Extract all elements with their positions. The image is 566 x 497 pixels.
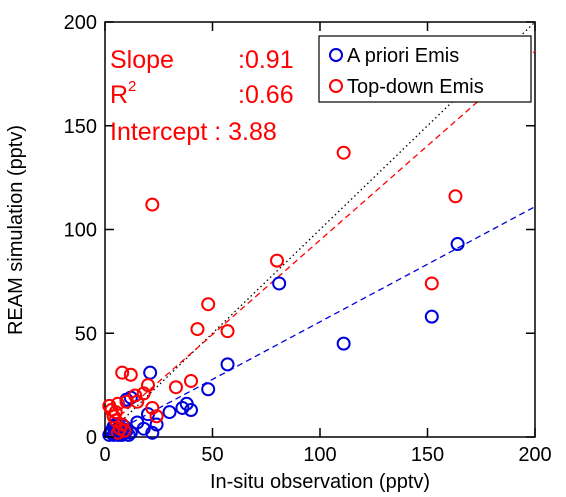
data-point-series-1 [128,388,143,403]
data-point-series-1 [220,324,235,339]
fit-line-series-0 [104,206,536,438]
data-point-series-1 [145,197,160,212]
data-point-series-0 [149,417,164,432]
legend-box [318,35,532,103]
data-point-series-1 [115,417,130,432]
data-point-series-1 [115,365,130,380]
slope-value: :0.91 [238,46,294,74]
legend-marker-top-down [329,79,343,93]
fit-lines [104,21,536,438]
x-axis-label: In-situ observation (pptv) [210,471,430,493]
x-tick-label: 200 [518,444,551,466]
data-point-series-1 [201,297,216,312]
x-tick-label: 0 [99,444,110,466]
data-point-series-1 [110,396,125,411]
data-point-series-0 [145,425,160,440]
data-point-series-1 [108,405,123,420]
y-tick-label: 0 [86,427,97,449]
slope-label: Slope [110,46,174,74]
data-point-series-0 [136,421,151,436]
data-point-series-1 [136,386,151,401]
axis-ticks: 0 50 100 150 200 0 50 100 150 200 [64,12,552,466]
data-point-series-0 [143,365,158,380]
data-point-series-1 [145,400,160,415]
data-point-series-0 [184,403,198,418]
y-tick-label: 150 [64,116,97,138]
data-point-series-1 [168,380,183,395]
y-axis-label: REAM simulation (pptv) [5,125,27,335]
legend-label-a-priori: A priori Emis [347,45,459,67]
data-point-series-0 [424,309,439,324]
y-tick-label: 200 [64,12,97,34]
data-point-series-1 [123,367,138,382]
legend: A priori Emis Top-down Emis [318,35,532,103]
data-point-series-0 [162,405,177,420]
stats-annotation: Slope :0.91 R 2 :0.66 Intercept : 3.88 [110,46,294,146]
data-point-series-0 [450,237,465,252]
y-tick-label: 50 [75,323,97,345]
fit-line-series-1 [104,50,536,430]
data-point-series-1 [110,425,125,440]
legend-marker-a-priori [329,48,343,62]
x-tick-label: 50 [201,444,223,466]
intercept-text: Intercept : 3.88 [110,118,277,146]
data-point-series-0 [336,336,351,351]
data-point-series-1 [190,322,205,337]
data-point-series-0 [220,357,235,372]
data-point-series-1 [184,373,198,388]
data-point-series-1 [270,253,284,268]
data-point-series-0 [272,276,287,291]
data-points [102,145,465,442]
data-point-series-1 [448,189,463,204]
data-point-series-1 [336,145,351,160]
y-tick-label: 100 [64,220,97,242]
r2-label: R [110,81,128,109]
one-to-one-line [104,21,536,438]
r2-value: :0.66 [238,81,294,109]
data-point-series-1 [117,423,132,438]
data-point-series-1 [424,276,439,291]
x-tick-label: 100 [303,444,336,466]
data-point-series-0 [175,400,190,415]
x-tick-label: 150 [411,444,444,466]
data-point-series-1 [149,409,164,424]
legend-label-top-down: Top-down Emis [347,76,484,98]
data-point-series-1 [141,378,155,393]
data-point-series-0 [201,382,216,397]
r2-superscript: 2 [128,78,136,95]
